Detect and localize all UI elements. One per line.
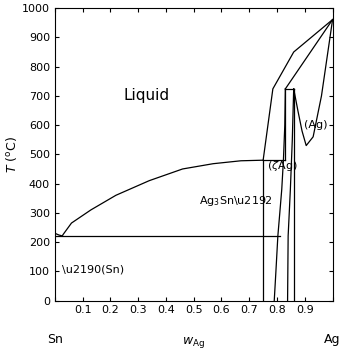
Text: Ag$_3$Sn\u2192: Ag$_3$Sn\u2192	[199, 194, 273, 208]
Text: Ag: Ag	[324, 333, 341, 346]
Text: (Ag): (Ag)	[304, 120, 328, 130]
Text: ($\zeta$Ag): ($\zeta$Ag)	[267, 159, 298, 173]
Text: \u2190(Sn): \u2190(Sn)	[62, 265, 124, 275]
Text: Liquid: Liquid	[124, 88, 169, 103]
Text: Sn: Sn	[47, 333, 63, 346]
X-axis label: $w_{\rm Ag}$: $w_{\rm Ag}$	[182, 335, 205, 350]
Y-axis label: $T$ ($^{\rm o}$C): $T$ ($^{\rm o}$C)	[4, 136, 19, 173]
